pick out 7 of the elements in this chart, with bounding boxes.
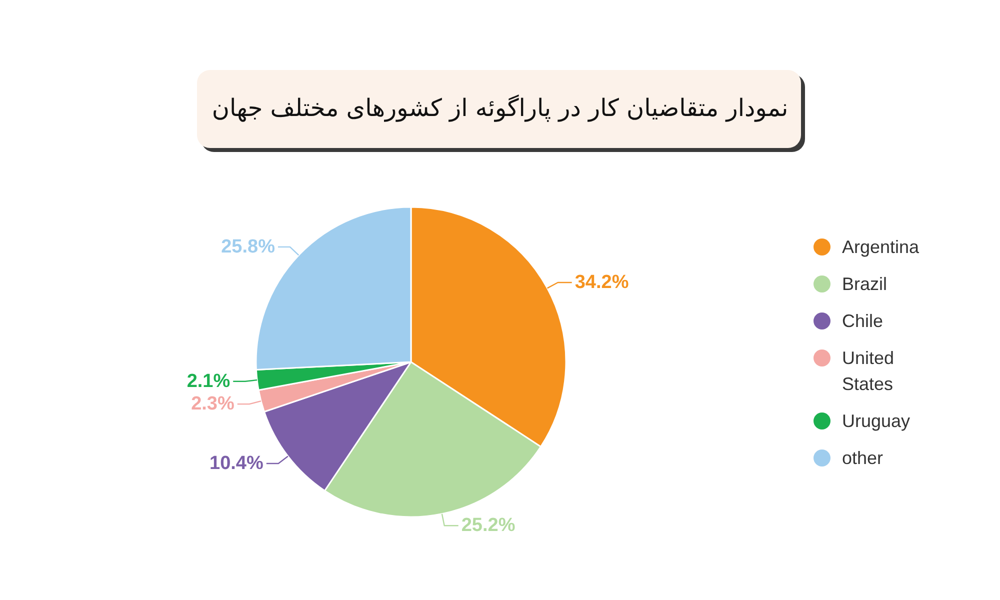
legend-label: Chile: [842, 311, 884, 331]
legend-label: other: [842, 448, 884, 468]
legend-label: Brazil: [842, 274, 888, 294]
legend-label: United States: [842, 348, 894, 394]
legend-label: Uruguay: [842, 411, 910, 431]
legend-label: Argentina: [842, 237, 920, 257]
title: نمودار متقاضیان کار در پاراگوئه از کشورهای مختلف جهان: [212, 94, 788, 122]
